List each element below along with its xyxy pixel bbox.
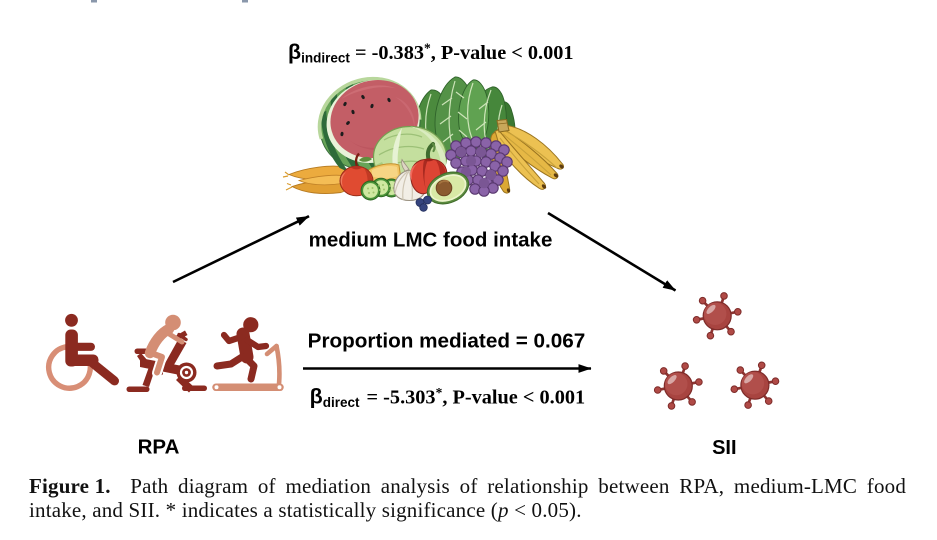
svg-text:RPA: RPA [138, 436, 180, 459]
svg-text:βdirect = -5.303*, P-value < 0: βdirect = -5.303*, P-value < 0.001 [310, 385, 586, 411]
svg-text:Proportion mediated = 0.067: Proportion mediated = 0.067 [308, 330, 586, 353]
svg-text:SII: SII [712, 437, 736, 459]
svg-text:βindirect = -0.383*, P-value <: βindirect = -0.383*, P-value < 0.001 [288, 40, 574, 66]
svg-text:medium LMC food intake: medium LMC food intake [309, 228, 553, 251]
